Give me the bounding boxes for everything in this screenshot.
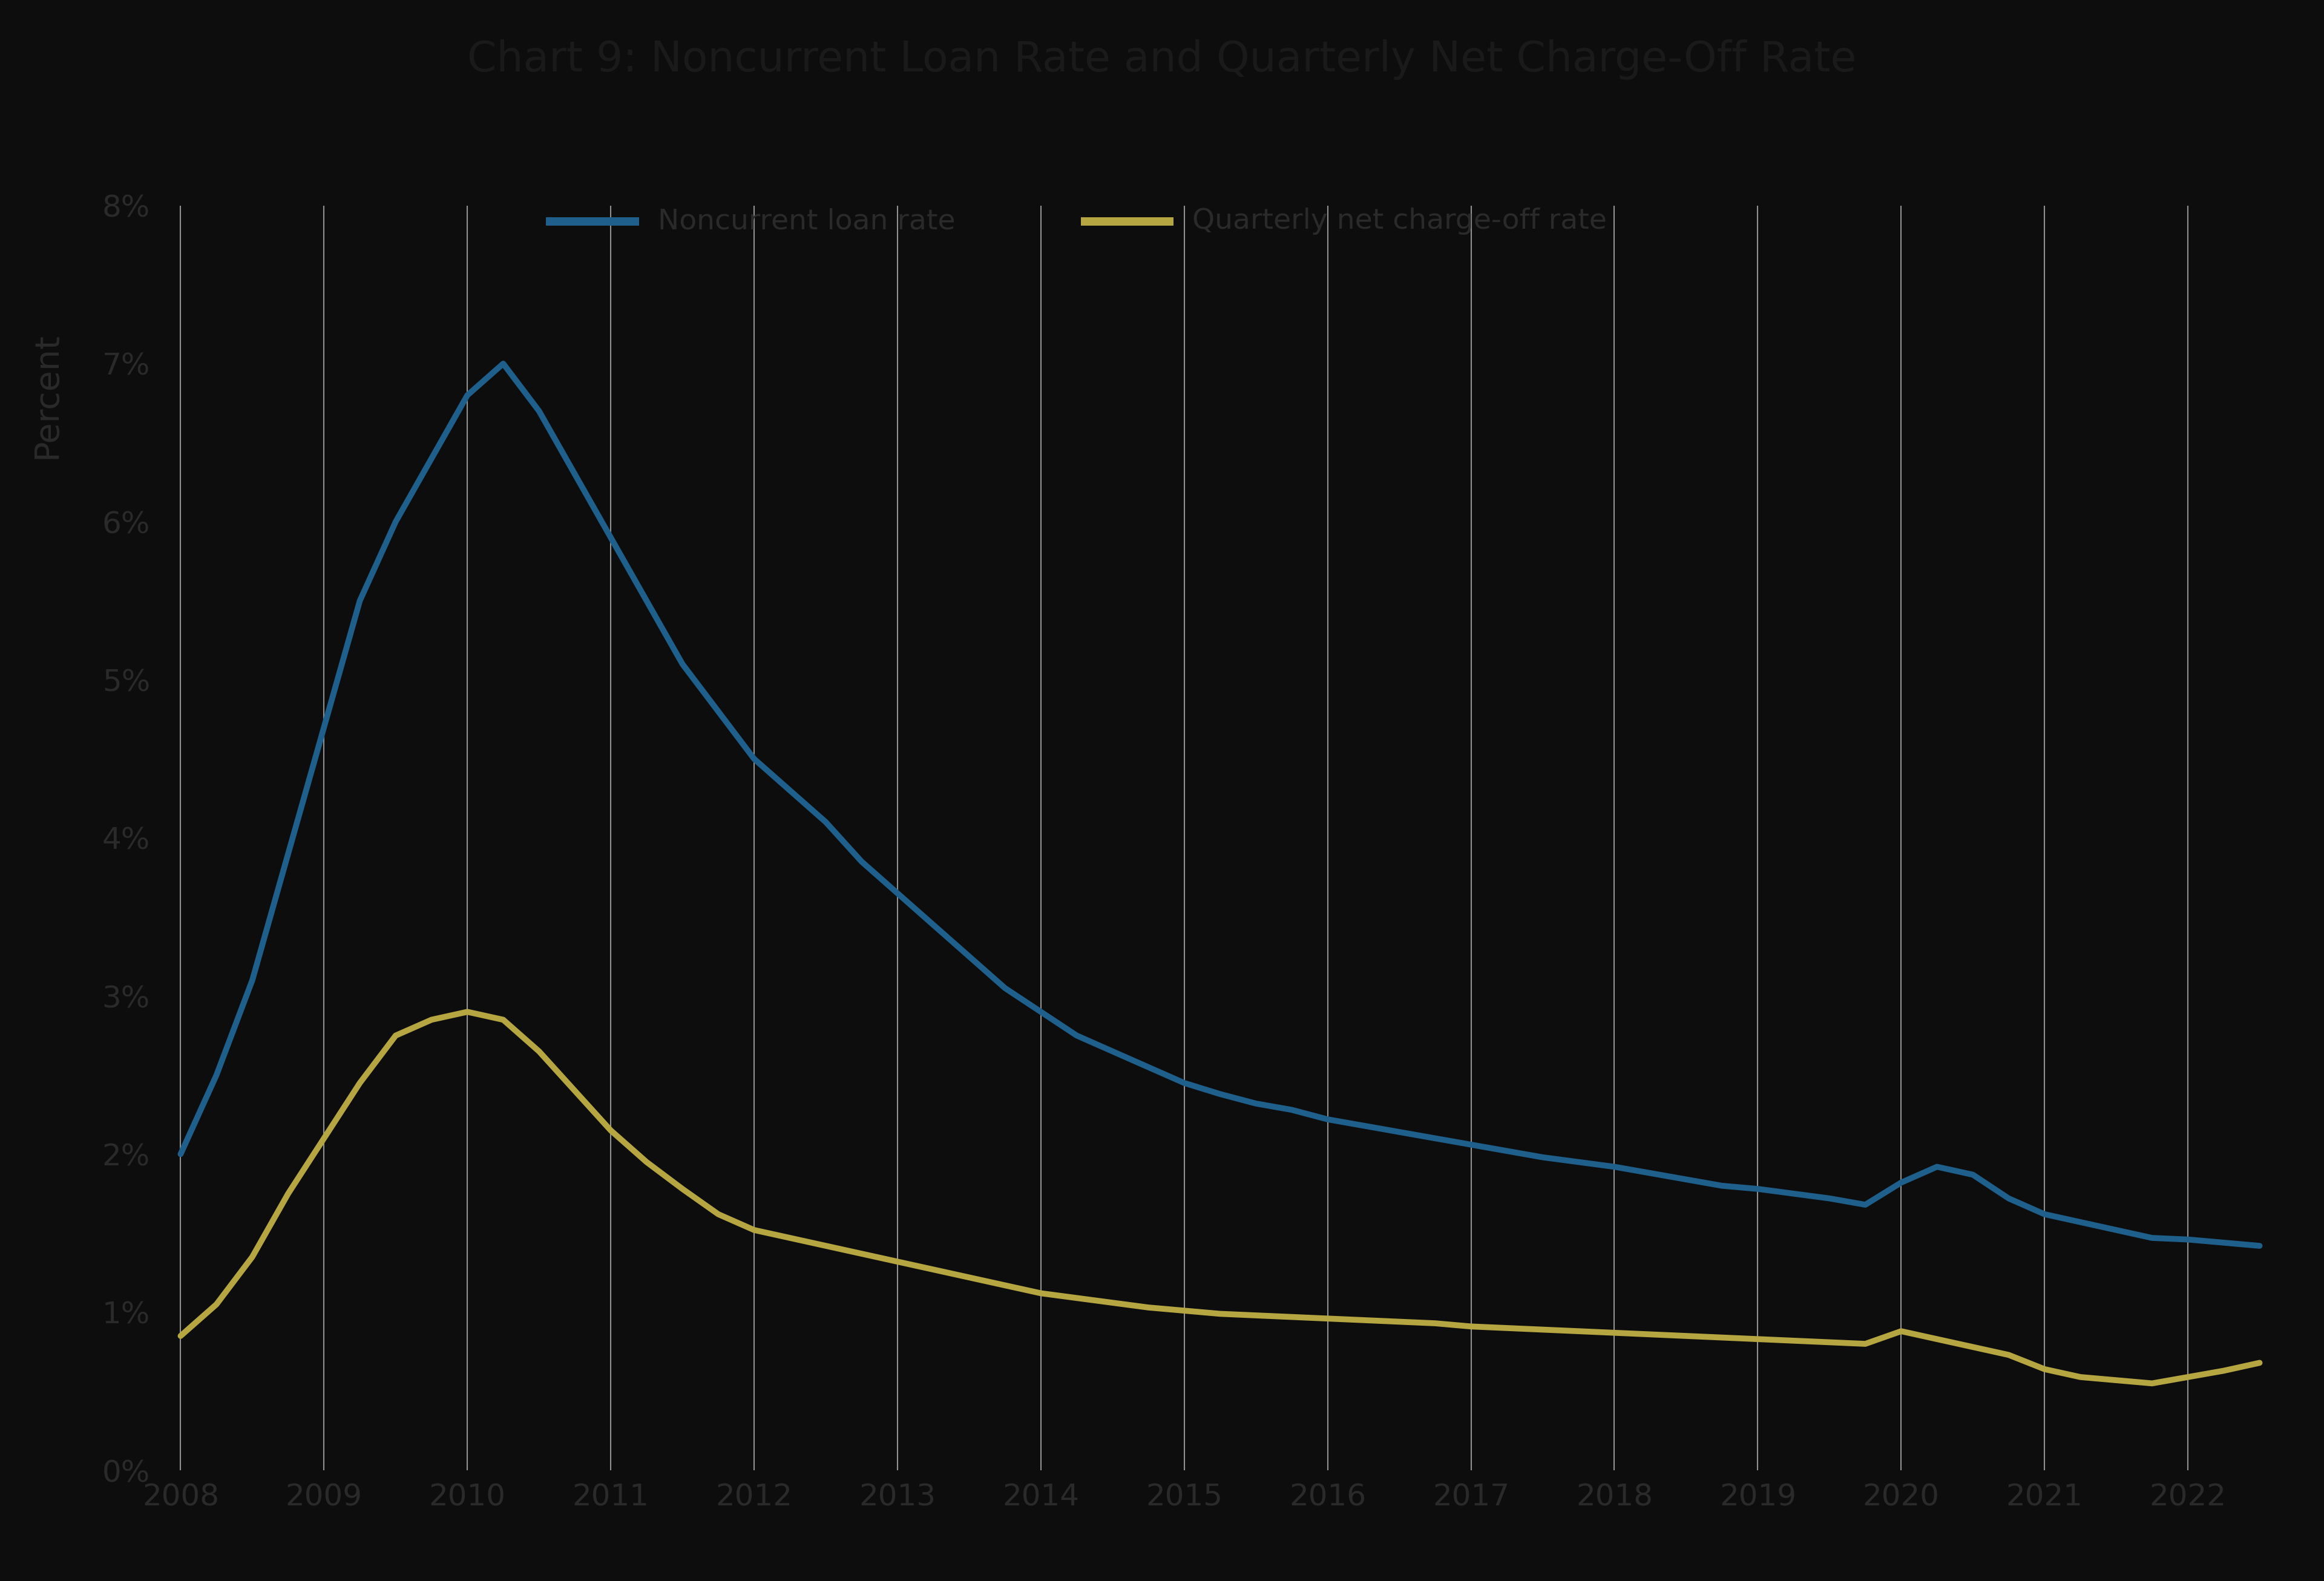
Text: Chart 9: Noncurrent Loan Rate and Quarterly Net Charge-Off Rate: Chart 9: Noncurrent Loan Rate and Quarte…	[467, 40, 1857, 81]
Text: Percent: Percent	[30, 332, 63, 458]
Text: Quarterly net charge-off rate: Quarterly net charge-off rate	[1192, 207, 1606, 236]
Text: Noncurrent loan rate: Noncurrent loan rate	[658, 207, 955, 236]
